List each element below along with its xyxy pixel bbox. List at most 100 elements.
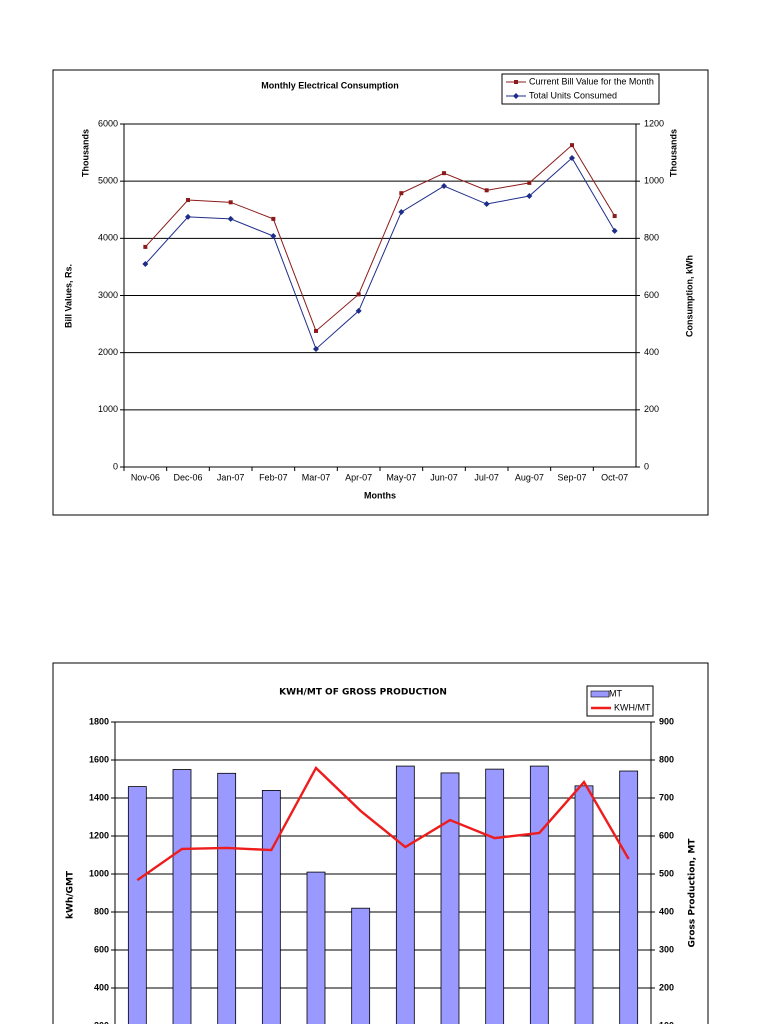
data-point	[270, 233, 277, 240]
y2-tick-label: 400	[659, 906, 674, 916]
legend-label: Current Bill Value for the Month	[529, 76, 654, 86]
y-tick-label: 4000	[98, 233, 118, 243]
data-point	[227, 215, 234, 222]
data-point	[569, 155, 575, 162]
x-tick-label: May-07	[386, 472, 416, 482]
y-tick-label: 6000	[98, 118, 118, 128]
y-tick-label: 1400	[89, 792, 109, 802]
data-point	[570, 143, 574, 148]
bar	[172, 769, 192, 1024]
y-tick-label: 0	[113, 461, 118, 471]
bar	[217, 772, 237, 1024]
data-point	[483, 201, 490, 208]
y2-tick-label: 0	[644, 461, 649, 471]
x-tick-label: Dec-06	[173, 472, 202, 482]
y2-axis-label: Gross Production, MT	[688, 838, 698, 948]
bar	[395, 765, 415, 1024]
y2-tick-label: 100	[659, 1020, 674, 1024]
x-tick-label: Oct-07	[601, 472, 628, 482]
x-axis-label: Months	[364, 490, 396, 500]
data-line	[144, 157, 616, 350]
y2-axis-label: Consumption, kWh	[684, 255, 694, 337]
y2-tick-label: 600	[644, 290, 659, 300]
data-point	[355, 307, 362, 314]
data-point	[398, 209, 405, 216]
y-tick-label: 1600	[89, 754, 109, 764]
legend-marker	[514, 80, 518, 84]
x-tick-label: Jul-07	[474, 472, 499, 482]
bar	[261, 790, 281, 1024]
data-point	[313, 345, 319, 352]
y2-axis-unit: Thousands	[668, 129, 678, 177]
y2-tick-label: 700	[659, 792, 674, 802]
chart-frame	[52, 69, 709, 516]
data-point	[185, 213, 191, 220]
x-tick-label: Nov-06	[131, 472, 160, 482]
chart: Monthly Electrical Consumption0100020003…	[52, 69, 709, 516]
y-tick-label: 5000	[98, 176, 118, 186]
y-tick-label: 1800	[89, 716, 109, 726]
y-tick-label: 2000	[98, 347, 118, 357]
chart-frame	[52, 662, 709, 1024]
y-axis-label: Bill Values, Rs.	[63, 264, 73, 328]
data-point	[441, 183, 447, 190]
data-point	[527, 180, 532, 185]
bar	[351, 907, 371, 1024]
legend-marker	[513, 93, 519, 99]
data-point	[143, 244, 148, 249]
data-point	[314, 328, 318, 333]
y2-tick-label: 1000	[644, 176, 664, 186]
data-point	[526, 193, 533, 200]
bar	[306, 871, 326, 1024]
data-point	[142, 261, 149, 268]
x-tick-label: Jan-07	[217, 472, 245, 482]
x-tick-label: Aug-07	[515, 472, 544, 482]
y2-tick-label: 300	[659, 944, 674, 954]
y-tick-label: 1000	[89, 868, 109, 878]
y-tick-label: 800	[94, 906, 109, 916]
y-tick-label: 1200	[89, 830, 109, 840]
bar	[485, 768, 505, 1024]
x-tick-label: Mar-07	[302, 472, 331, 482]
y2-tick-label: 800	[659, 754, 674, 764]
data-point	[611, 227, 618, 234]
x-tick-label: Jun-07	[430, 472, 458, 482]
data-point	[612, 214, 617, 219]
data-point	[356, 292, 361, 297]
data-point	[186, 198, 190, 203]
data-point	[442, 171, 446, 176]
y2-tick-label: 200	[644, 404, 659, 414]
legend-label: KWH/MT	[614, 702, 651, 712]
data-point	[228, 200, 233, 205]
chart-title: Monthly Electrical Consumption	[261, 80, 399, 90]
y2-tick-label: 1200	[644, 118, 664, 128]
y2-tick-label: 600	[659, 830, 674, 840]
y2-tick-label: 900	[659, 716, 674, 726]
bar	[619, 770, 639, 1024]
x-tick-label: Feb-07	[259, 472, 288, 482]
bar	[440, 772, 460, 1024]
y2-tick-label: 800	[644, 233, 659, 243]
y-axis-label: kWh/GMT	[66, 870, 76, 919]
legend-label: MT	[609, 688, 622, 698]
y-tick-label: 1000	[98, 404, 118, 414]
data-point	[399, 191, 404, 196]
bar	[127, 786, 147, 1024]
legend-box	[501, 73, 660, 105]
chart: KWH/MT OF GROSS PRODUCTION02004006008001…	[52, 662, 709, 1024]
y2-tick-label: 400	[644, 347, 659, 357]
legend-swatch	[590, 690, 610, 698]
y2-tick-label: 500	[659, 868, 674, 878]
y-tick-label: 400	[94, 982, 109, 992]
chart-title: KWH/MT OF GROSS PRODUCTION	[279, 688, 447, 698]
x-tick-label: Apr-07	[345, 472, 372, 482]
bar	[529, 765, 549, 1024]
y2-tick-label: 200	[659, 982, 674, 992]
y-tick-label: 200	[94, 1020, 109, 1024]
data-line	[144, 144, 616, 332]
y-axis-unit: Thousands	[80, 129, 90, 177]
x-tick-label: Sep-07	[557, 472, 586, 482]
data-point	[271, 216, 276, 221]
